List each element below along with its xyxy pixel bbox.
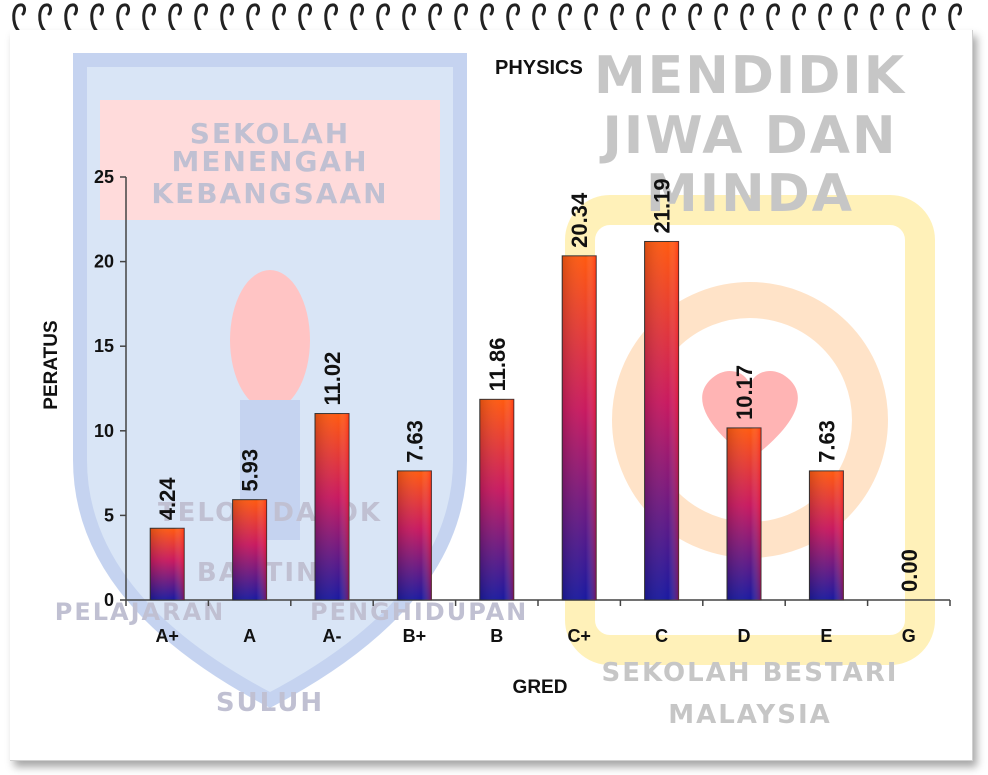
spiral-binding: [12, 3, 963, 32]
data-label: 10.17: [732, 365, 757, 420]
data-label: 5.93: [238, 449, 263, 492]
bar-shading: [232, 499, 267, 600]
binding-ring-icon: [922, 3, 937, 32]
binding-ring-icon: [714, 3, 729, 32]
bar-shading: [479, 399, 514, 600]
x-tick-label: D: [738, 626, 751, 646]
binding-ring-icon: [298, 3, 313, 32]
y-tick-label: 5: [104, 505, 114, 525]
crest-line-5: PELAJARAN: [54, 598, 226, 626]
sekolah-bestari-watermark: MENDIDIK JIWA DAN MINDA SEKOLAH BESTARI …: [560, 40, 960, 740]
x-tick-label: A+: [155, 626, 179, 646]
bar-shading: [397, 470, 432, 600]
binding-ring-icon: [220, 3, 235, 32]
motto-line-1: MENDIDIK: [593, 46, 907, 106]
y-tick-label: 20: [94, 252, 114, 272]
x-axis-title: GRED: [512, 677, 568, 698]
x-tick-label: B: [490, 626, 503, 646]
data-label: 7.63: [814, 420, 839, 463]
x-tick-label: B+: [403, 626, 427, 646]
y-tick-label: 25: [94, 167, 114, 187]
binding-ring-icon: [12, 3, 27, 32]
binding-ring-icon: [740, 3, 755, 32]
bar-shading: [727, 427, 761, 600]
data-label: 4.24: [155, 477, 180, 521]
data-label: 11.02: [320, 352, 345, 406]
binding-ring-icon: [896, 3, 911, 32]
bar-shading: [150, 528, 185, 600]
bar-shading: [315, 413, 349, 600]
x-tick-label: G: [902, 626, 916, 646]
crest-line-2: KEBANGSAAN: [151, 177, 389, 210]
binding-ring-icon: [116, 3, 131, 32]
y-tick-label: 10: [94, 421, 114, 441]
x-tick-label: C: [655, 626, 668, 646]
binding-ring-icon: [584, 3, 599, 32]
binding-ring-icon: [480, 3, 495, 32]
crest-line-6: SULUH: [215, 688, 325, 718]
binding-ring-icon: [168, 3, 183, 32]
chart-title: PHYSICS: [495, 57, 583, 79]
bar-shading: [562, 255, 597, 600]
binding-ring-icon: [818, 3, 833, 32]
binding-ring-icon: [610, 3, 625, 32]
binding-ring-icon: [272, 3, 287, 32]
binding-ring-icon: [376, 3, 391, 32]
x-tick-label: A-: [323, 626, 342, 646]
binding-ring-icon: [64, 3, 79, 32]
crest-line-7: PENGHIDUPAN: [310, 598, 529, 626]
binding-ring-icon: [246, 3, 261, 32]
data-label: 20.34: [567, 192, 592, 248]
binding-ring-icon: [948, 3, 963, 32]
x-tick-label: E: [820, 626, 832, 646]
data-label: 21.19: [650, 178, 675, 233]
motto-line-3: MINDA: [645, 164, 855, 224]
binding-ring-icon: [402, 3, 417, 32]
motto-line-2: JIWA DAN: [602, 106, 898, 166]
binding-ring-icon: [350, 3, 365, 32]
binding-ring-icon: [688, 3, 703, 32]
y-tick-label: 0: [104, 590, 114, 610]
binding-ring-icon: [662, 3, 677, 32]
binding-ring-icon: [428, 3, 443, 32]
binding-ring-icon: [870, 3, 885, 32]
binding-ring-icon: [324, 3, 339, 32]
y-tick-label: 15: [94, 336, 114, 356]
binding-ring-icon: [636, 3, 651, 32]
binding-ring-icon: [766, 3, 781, 32]
binding-ring-icon: [844, 3, 859, 32]
bar-shading: [644, 241, 679, 600]
crest-line-1: SEKOLAH MENENGAH: [171, 117, 369, 178]
data-label: 7.63: [402, 420, 427, 463]
binding-ring-icon: [38, 3, 53, 32]
x-tick-label: A: [243, 626, 256, 646]
binding-ring-icon: [792, 3, 807, 32]
data-label: 0.00: [897, 549, 922, 592]
binding-ring-icon: [194, 3, 209, 32]
data-label: 11.86: [485, 337, 510, 391]
bestari-line-1: SEKOLAH BESTARI: [601, 658, 899, 688]
binding-ring-icon: [558, 3, 573, 32]
binding-ring-icon: [454, 3, 469, 32]
bar-shading: [809, 470, 844, 600]
binding-ring-icon: [90, 3, 105, 32]
binding-ring-icon: [506, 3, 521, 32]
binding-ring-icon: [142, 3, 157, 32]
bestari-line-2: MALAYSIA: [668, 700, 832, 730]
x-tick-label: C+: [567, 626, 591, 646]
binding-ring-icon: [532, 3, 547, 32]
